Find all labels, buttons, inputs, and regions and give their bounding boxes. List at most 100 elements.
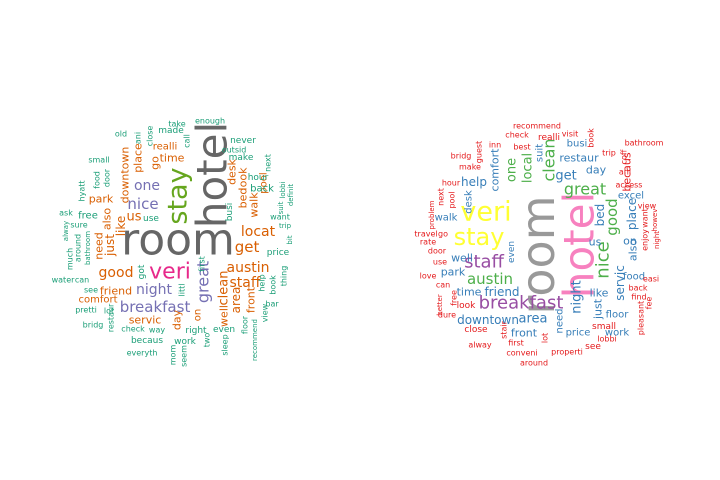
word-label: mom — [169, 345, 178, 366]
word-label: veri — [149, 260, 191, 285]
word-label: friend — [484, 285, 519, 299]
word-label: sleep — [221, 334, 230, 355]
word-label: made — [158, 126, 184, 136]
word-label: pool — [448, 191, 457, 208]
word-label: make — [229, 153, 254, 163]
word-label: view — [638, 202, 657, 211]
word-label: trip — [602, 149, 616, 158]
word-label: one — [505, 158, 520, 182]
word-label: problem — [428, 200, 436, 229]
word-label: room — [121, 215, 235, 266]
word-label: lot — [541, 333, 550, 343]
word-label: much — [66, 248, 75, 270]
word-label: becaus — [131, 336, 163, 346]
word-label: park — [89, 193, 114, 206]
word-label: bathroom — [84, 231, 92, 265]
word-label: bar — [265, 300, 279, 309]
word-label: dure — [438, 311, 456, 320]
word-label: also — [627, 239, 640, 262]
word-label: use — [433, 258, 447, 267]
word-label: on — [193, 309, 204, 321]
word-label: make — [459, 163, 481, 172]
word-label: night — [653, 231, 661, 249]
word-label: hyatt — [78, 181, 87, 202]
word-label: servic — [613, 265, 627, 301]
word-label: place — [625, 198, 639, 230]
word-label: local — [521, 153, 536, 183]
word-label: water — [52, 276, 76, 285]
word-label: bathroom — [625, 139, 664, 148]
word-label: price — [566, 328, 591, 339]
word-label: comfort — [489, 148, 502, 192]
word-label: want — [270, 213, 290, 222]
word-label: close — [146, 126, 155, 147]
word-label: go — [438, 230, 448, 239]
word-label: bridg — [451, 152, 472, 161]
word-label: guest — [475, 141, 484, 163]
word-label: pool — [259, 172, 270, 193]
word-label: hotel — [188, 122, 237, 228]
word-label: suit — [535, 144, 546, 162]
word-label: recommend — [251, 319, 259, 361]
word-label: get — [235, 238, 260, 256]
word-label: hour — [248, 173, 269, 183]
word-label: find — [631, 293, 646, 302]
word-label: door — [103, 168, 112, 187]
word-label: fee — [645, 297, 654, 310]
word-label: place — [132, 143, 145, 173]
word-label: lobbi — [279, 181, 287, 198]
word-label: small — [88, 156, 109, 165]
word-label: get — [555, 169, 576, 184]
word-label: around — [74, 234, 83, 262]
word-label: stay — [163, 167, 194, 224]
word-label: check — [121, 325, 145, 334]
word-label: price — [267, 248, 290, 258]
word-label: enough — [195, 117, 225, 126]
word-label: just — [592, 298, 605, 320]
word-label: us — [589, 236, 602, 249]
word-label: sure — [70, 221, 87, 230]
word-label: go — [149, 156, 162, 170]
word-label: time — [457, 286, 482, 299]
word-label: back — [250, 184, 274, 195]
word-label: restaur — [559, 152, 599, 165]
word-label: easi — [643, 275, 659, 284]
word-label: walk — [435, 213, 458, 224]
word-label: first — [198, 256, 207, 272]
word-label: friend — [100, 285, 132, 298]
word-label: hotel — [555, 192, 604, 298]
word-label: one — [134, 178, 160, 194]
word-label: need — [555, 309, 566, 334]
word-label: staff — [229, 275, 260, 291]
word-label: well — [451, 252, 473, 265]
word-label: food — [93, 171, 102, 189]
word-label: look — [457, 301, 477, 311]
word-label: locat — [241, 224, 276, 240]
word-label: free — [450, 290, 459, 306]
word-label: like — [590, 287, 609, 300]
word-label: thing — [280, 266, 289, 287]
word-label: clean — [540, 138, 559, 181]
word-label: help — [461, 175, 487, 189]
word-label: view — [261, 303, 270, 322]
word-label: use — [143, 214, 159, 224]
word-label: take — [168, 120, 185, 129]
word-label: rate — [420, 238, 436, 247]
word-label: travel — [414, 230, 437, 239]
word-label: area — [519, 312, 548, 327]
word-label: like — [114, 216, 128, 237]
word-label: restaur — [107, 303, 116, 332]
word-label: clean — [217, 271, 232, 306]
word-label: breakfast — [479, 293, 564, 314]
word-label: everyth — [127, 349, 158, 358]
word-label: lot — [104, 307, 114, 316]
word-label: ask — [59, 209, 73, 218]
word-label: book — [269, 275, 278, 295]
word-label: good — [99, 265, 134, 281]
word-label: recommend — [513, 122, 561, 131]
word-label: small — [592, 322, 616, 332]
word-label: just — [103, 234, 117, 257]
word-label: littl — [178, 284, 187, 297]
